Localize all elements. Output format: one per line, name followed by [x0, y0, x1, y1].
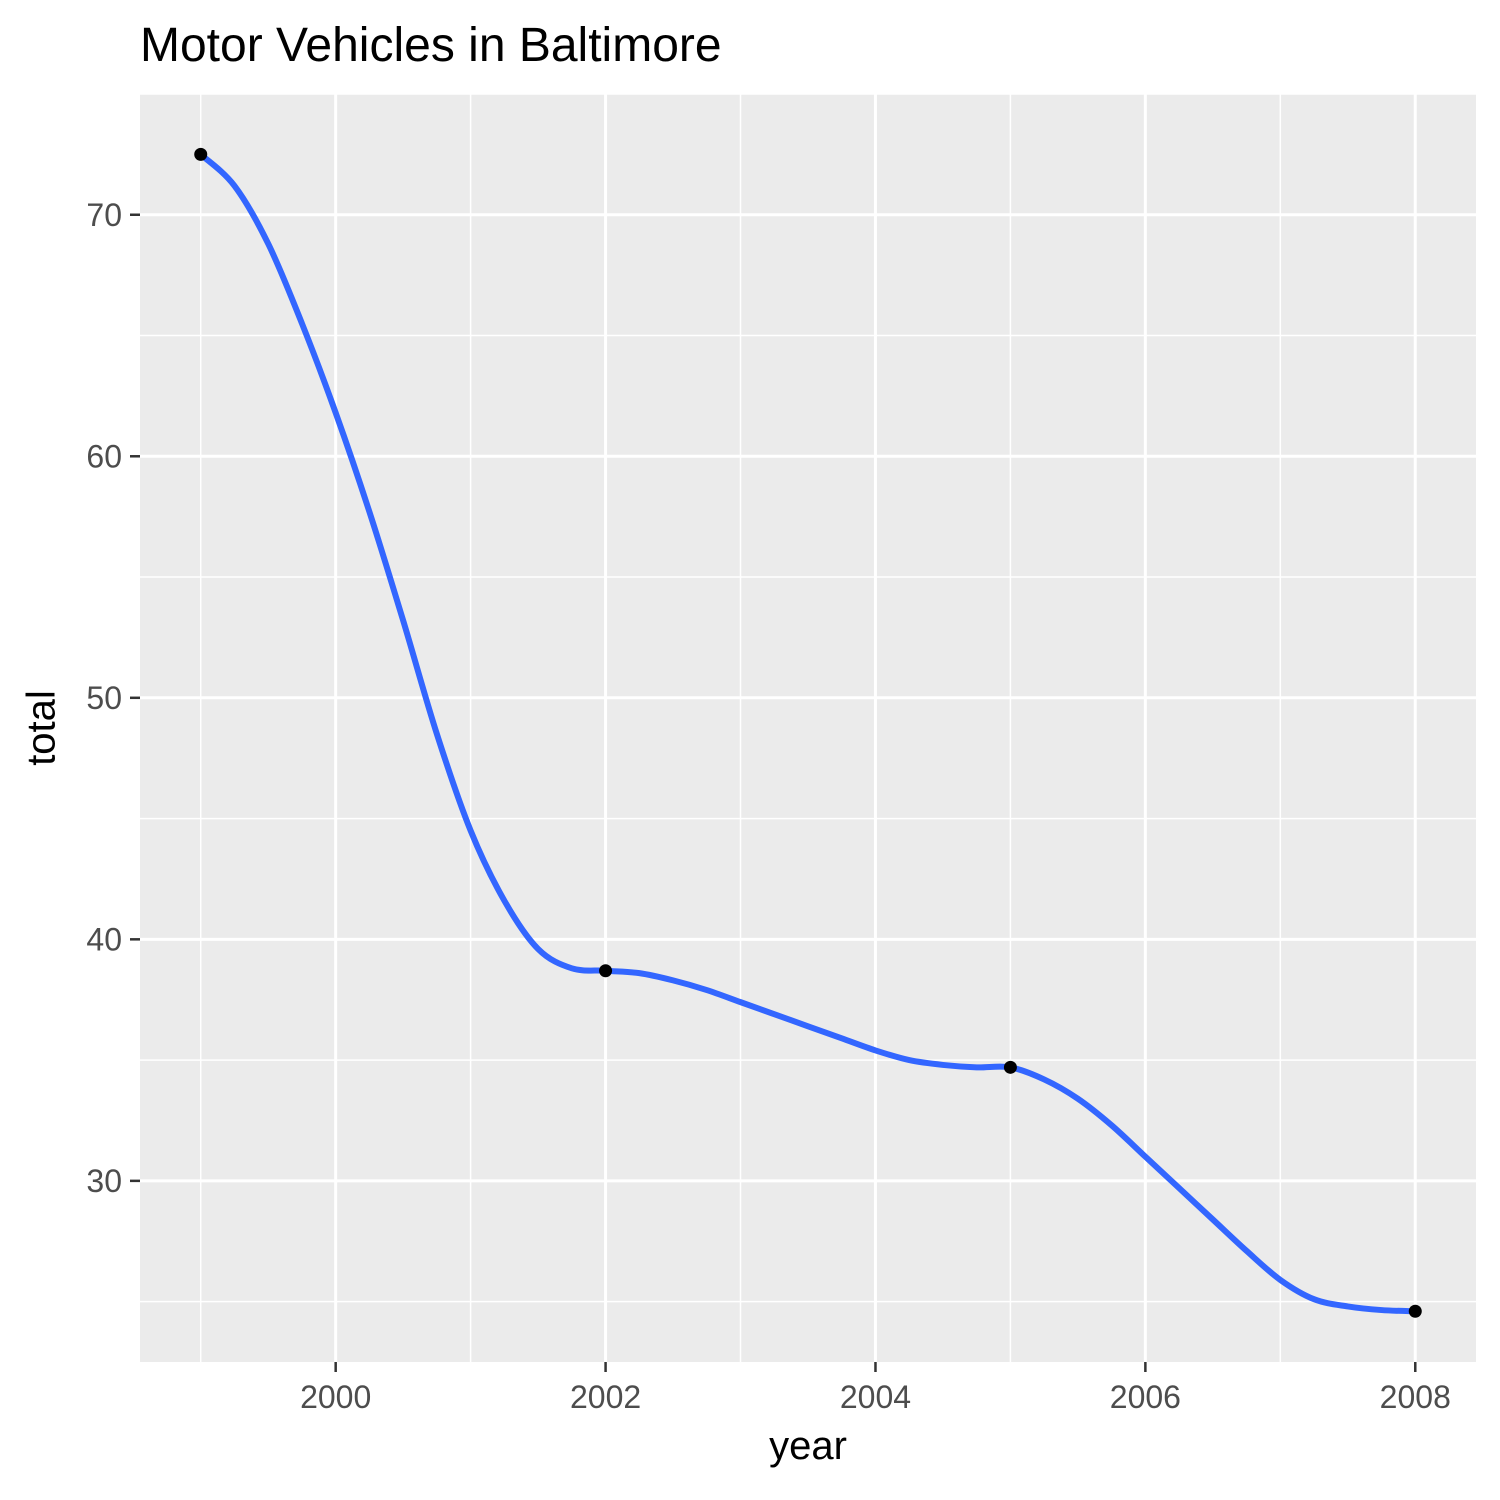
y-tick-label: 40 — [86, 921, 122, 957]
data-point — [1003, 1060, 1017, 1074]
y-tick-label: 60 — [86, 438, 122, 474]
smooth-line — [197, 151, 1419, 1315]
x-tick-label: 2004 — [840, 1379, 911, 1415]
data-points — [194, 147, 1422, 1318]
y-axis-title: total — [19, 690, 64, 766]
y-tick-labels: 30 40 50 60 70 — [86, 197, 122, 1199]
chart-title: Motor Vehicles in Baltimore — [140, 19, 722, 72]
y-tick-label: 50 — [86, 680, 122, 716]
x-tick-label: 2008 — [1380, 1379, 1451, 1415]
plot-panel — [140, 94, 1476, 1362]
y-tick-label: 30 — [86, 1163, 122, 1199]
data-point — [1408, 1304, 1422, 1318]
x-tick-labels: 2000 2002 2004 2006 2008 — [300, 1379, 1451, 1415]
data-point — [599, 964, 613, 978]
y-tick-label: 70 — [86, 197, 122, 233]
x-axis-title: year — [769, 1424, 847, 1468]
x-tick-label: 2000 — [300, 1379, 371, 1415]
minor-gridlines — [140, 93, 1476, 1362]
x-tick-label: 2006 — [1110, 1379, 1181, 1415]
x-tick-label: 2002 — [570, 1379, 641, 1415]
data-point — [194, 147, 208, 161]
axis-ticks — [130, 213, 1417, 1372]
major-gridlines — [140, 94, 1476, 1362]
